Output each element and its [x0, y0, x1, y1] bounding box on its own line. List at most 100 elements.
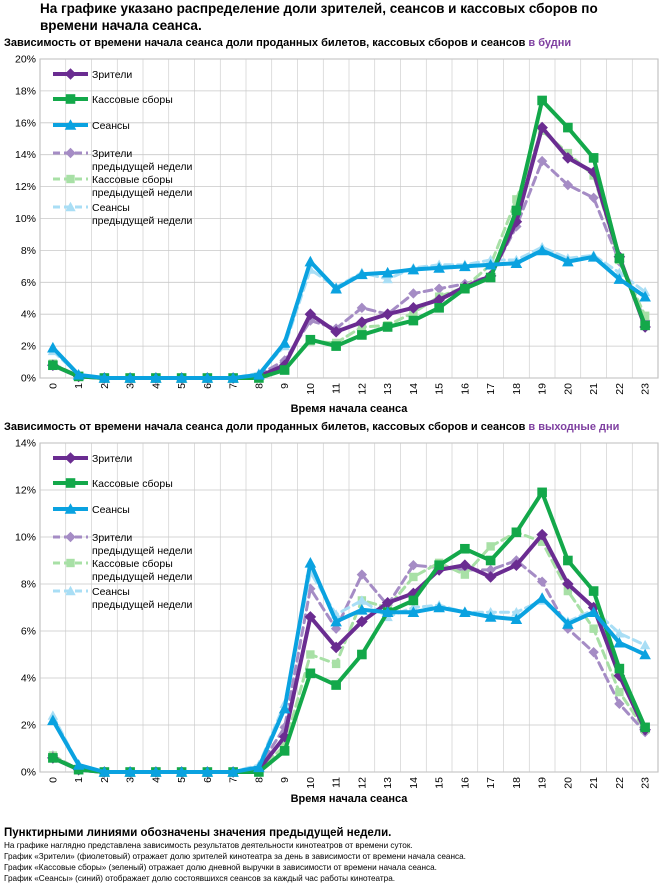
- chart-title-weekdays: Зависимость от времени начала сеанса дол…: [4, 37, 571, 49]
- legend-item-sessions: Сеансы: [53, 503, 130, 516]
- data-point: [201, 372, 214, 383]
- series-sessions: [47, 557, 651, 777]
- data-point: [381, 606, 394, 617]
- legend-marker: [65, 478, 76, 488]
- data-point: [330, 615, 342, 627]
- legend-item-sessions-prev: Сеансы предыдущей недели: [53, 201, 192, 227]
- y-tick-label: 0%: [21, 767, 36, 779]
- data-point: [536, 592, 548, 603]
- data-point: [434, 303, 444, 313]
- data-point: [356, 302, 368, 314]
- x-tick-label: 2: [99, 777, 111, 783]
- data-point: [536, 576, 548, 587]
- data-point: [484, 258, 497, 270]
- x-tick-label: 17: [485, 777, 497, 789]
- y-tick-label: 14%: [15, 149, 36, 161]
- data-point: [330, 641, 342, 654]
- y-tick-label: 10%: [15, 532, 36, 544]
- x-tick-label: 16: [459, 777, 471, 789]
- data-point: [563, 586, 573, 596]
- data-point: [331, 680, 341, 690]
- x-tick-label: 8: [253, 777, 265, 783]
- legend: Зрители Кассовые сборы Сеансы Зрители предыд…: [53, 68, 192, 227]
- data-point: [510, 613, 523, 625]
- data-point: [485, 555, 496, 566]
- data-point: [381, 597, 394, 609]
- data-point: [563, 555, 573, 566]
- x-tick-label: 2: [99, 383, 111, 389]
- data-point: [407, 587, 420, 600]
- legend-item-box-office_prev: Кассовые сборы предыдущей недели: [53, 174, 192, 199]
- data-point: [588, 646, 599, 658]
- legend-label: Сеансы: [92, 504, 130, 516]
- data-point: [175, 372, 188, 383]
- y-tick-label: 6%: [21, 277, 36, 289]
- legend-label: Зрители: [92, 69, 132, 81]
- legend-item-sessions-prev: Сеансы предыдущей недели: [53, 585, 192, 611]
- y-tick-label: 18%: [15, 85, 36, 97]
- x-tick-label: 8: [253, 383, 265, 389]
- data-point: [484, 571, 497, 583]
- data-point: [279, 365, 290, 375]
- x-tick-label: 17: [485, 383, 497, 395]
- data-point: [613, 636, 626, 648]
- y-tick-label: 12%: [15, 485, 36, 497]
- y-tick-label: 14%: [15, 438, 36, 450]
- data-point: [588, 192, 599, 203]
- series-line: [50, 248, 648, 380]
- data-point: [72, 759, 85, 770]
- data-point: [150, 372, 162, 383]
- footer-note-dashed: Пунктирными линиями обозначены значения …: [4, 827, 392, 839]
- chart-title-text: Зависимость от времени начала сеанса дол…: [4, 37, 526, 49]
- legend-item-viewers-prev: Зрители предыдущей недели: [53, 147, 192, 173]
- x-tick-label: 11: [331, 777, 343, 788]
- x-tick-label: 0: [47, 383, 59, 389]
- legend-label: Зрители предыдущей недели: [92, 148, 192, 173]
- data-point: [304, 611, 317, 623]
- data-point: [407, 302, 420, 314]
- legend: Зрители Кассовые сборы Сеансы Зрители предыд…: [53, 452, 192, 611]
- data-point: [486, 542, 495, 551]
- data-point: [227, 372, 239, 383]
- data-point: [562, 179, 574, 191]
- data-point: [484, 611, 497, 622]
- legend-label: Зрители: [92, 453, 132, 465]
- data-point: [588, 153, 599, 163]
- legend-item-viewers-prev: Зрители предыдущей недели: [53, 531, 192, 557]
- data-point: [511, 205, 522, 216]
- legend-label: Кассовые сборы: [92, 94, 173, 106]
- data-point: [562, 578, 574, 590]
- x-tick-label: 21: [588, 777, 600, 789]
- data-point: [615, 687, 624, 697]
- data-point: [562, 618, 574, 629]
- y-tick-label: 0%: [21, 373, 36, 385]
- data-point: [563, 122, 573, 133]
- data-point: [562, 255, 574, 267]
- data-point: [48, 360, 58, 371]
- x-tick-label: 6: [202, 777, 214, 783]
- y-tick-label: 20%: [15, 54, 36, 66]
- y-tick-label: 8%: [21, 245, 36, 257]
- data-point: [511, 527, 522, 538]
- data-point: [640, 722, 650, 733]
- data-point: [460, 543, 470, 554]
- data-point: [304, 308, 317, 320]
- x-tick-label: 1: [73, 777, 85, 783]
- data-point: [356, 316, 368, 328]
- footer-notes: Пунктирными линиями обозначены значения …: [4, 826, 664, 884]
- data-point: [536, 244, 548, 256]
- x-tick-label: 7: [228, 383, 240, 389]
- legend-label: Сеансы: [92, 120, 130, 132]
- data-point: [408, 595, 419, 606]
- data-point: [278, 337, 291, 348]
- data-point: [614, 698, 625, 710]
- data-point: [98, 372, 111, 383]
- x-tick-label: 19: [537, 777, 549, 789]
- data-point: [304, 255, 317, 267]
- x-tick-label: 10: [305, 383, 317, 395]
- x-tick-label: 6: [202, 383, 214, 389]
- x-tick-label: 5: [176, 777, 188, 783]
- data-point: [639, 639, 651, 650]
- data-point: [72, 369, 85, 380]
- x-tick-label: 20: [562, 383, 574, 395]
